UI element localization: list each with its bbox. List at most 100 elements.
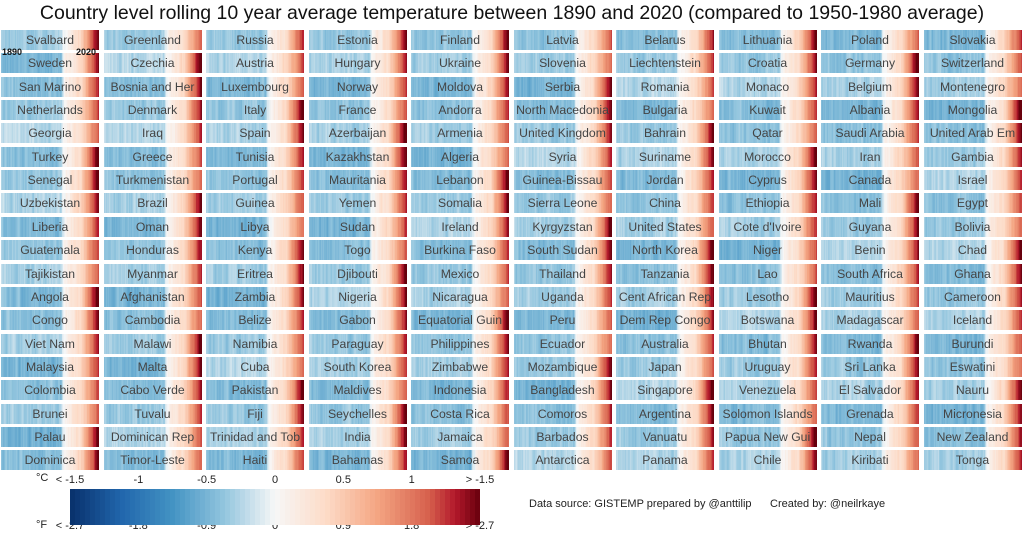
year-stripe (740, 100, 742, 121)
year-stripe (554, 76, 556, 97)
year-stripe (405, 100, 407, 121)
year-stripe (705, 100, 707, 121)
year-stripe (290, 30, 292, 50)
year-stripe (47, 100, 49, 121)
year-stripe (287, 53, 289, 74)
year-stripe (27, 53, 29, 74)
year-stripe (472, 30, 474, 50)
year-stripe (484, 30, 486, 50)
year-stripe (438, 30, 440, 50)
year-stripe (120, 30, 122, 50)
year-stripe (349, 100, 351, 121)
year-stripe (363, 76, 366, 97)
year-stripe (508, 53, 509, 74)
year-stripe (556, 53, 559, 74)
country-label: Moldova (411, 77, 509, 97)
year-stripe (868, 76, 870, 97)
year-stripe (195, 30, 197, 50)
year-stripe (580, 76, 582, 97)
year-stripe (735, 76, 737, 97)
year-stripe (110, 100, 113, 121)
year-stripe (30, 53, 33, 74)
year-stripe (831, 30, 833, 50)
year-stripe (520, 76, 523, 97)
year-stripe (90, 30, 92, 50)
year-stripe (889, 76, 891, 97)
year-stripe (886, 30, 888, 50)
year-stripe (923, 30, 925, 50)
year-stripe (136, 30, 138, 50)
year-stripe (804, 76, 806, 97)
year-stripe (990, 30, 992, 50)
year-stripe (427, 100, 429, 121)
year-stripe (377, 100, 379, 121)
year-stripe (293, 100, 295, 121)
year-stripe (500, 30, 502, 50)
year-stripe (226, 76, 229, 97)
year-stripe (344, 30, 346, 50)
year-stripe (375, 30, 377, 50)
year-stripe (436, 30, 438, 50)
year-stripe (118, 100, 120, 121)
year-stripe (832, 30, 834, 50)
year-stripe (62, 53, 64, 74)
year-stripe (351, 30, 354, 50)
year-stripe (528, 53, 530, 74)
year-stripe (153, 76, 155, 97)
year-stripe (329, 53, 331, 74)
year-stripe (78, 76, 80, 97)
year-stripe (589, 53, 591, 74)
year-stripe (548, 30, 550, 50)
year-stripe (420, 76, 422, 97)
year-stripe (1012, 76, 1014, 97)
year-stripe (164, 100, 166, 121)
year-stripe (912, 53, 914, 74)
year-stripe (505, 30, 507, 50)
year-stripe (885, 30, 887, 50)
year-stripe (103, 30, 105, 50)
year-stripe (123, 53, 125, 74)
year-stripe (455, 53, 457, 74)
year-stripe (132, 76, 134, 97)
year-stripe (398, 76, 400, 97)
year-stripe (373, 76, 375, 97)
year-stripe (804, 53, 806, 74)
year-stripe (61, 76, 63, 97)
year-stripe (221, 53, 223, 74)
year-stripe (247, 76, 250, 97)
year-stripe (887, 30, 889, 50)
year-stripe (125, 30, 128, 50)
year-stripe (960, 30, 962, 50)
year-stripe (435, 30, 437, 50)
year-stripe (379, 53, 381, 74)
year-stripe (34, 76, 36, 97)
year-stripe (603, 53, 605, 74)
year-stripe (27, 100, 29, 121)
country-stripe-cell: Bosnia and Her (103, 76, 202, 97)
year-stripe (399, 100, 401, 121)
year-stripe (161, 100, 163, 121)
year-stripe (360, 53, 363, 74)
year-stripe (309, 53, 311, 74)
year-stripe (478, 100, 480, 121)
year-stripe (987, 53, 989, 74)
year-stripe (331, 30, 333, 50)
year-stripe (3, 53, 5, 74)
year-stripe (188, 76, 190, 97)
year-stripe (27, 30, 29, 50)
year-stripe (318, 76, 320, 97)
country-label: North Macedonia (514, 100, 612, 120)
year-stripe (591, 76, 593, 97)
year-stripe (356, 30, 358, 50)
year-stripe (515, 76, 517, 97)
year-stripe (443, 100, 446, 121)
year-stripe (538, 30, 541, 50)
year-stripe (782, 53, 784, 74)
year-stripe (766, 53, 768, 74)
year-stripe (645, 30, 648, 50)
year-stripe (689, 100, 691, 121)
year-stripe (700, 100, 702, 121)
year-stripe (491, 100, 493, 121)
year-stripe (760, 53, 762, 74)
year-stripe (702, 76, 704, 97)
